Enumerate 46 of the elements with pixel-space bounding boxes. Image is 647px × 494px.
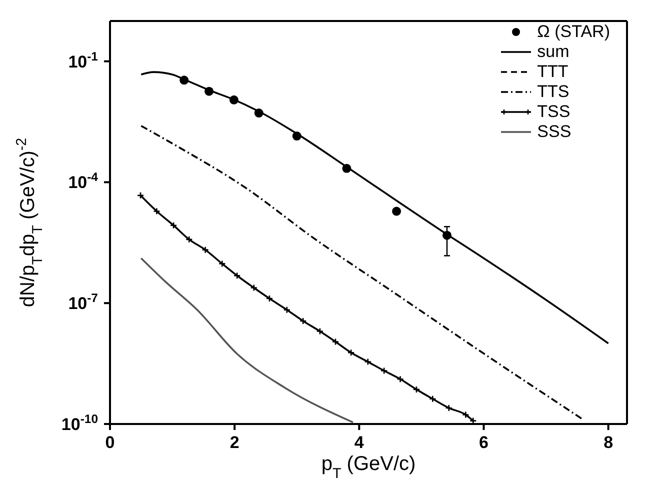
point — [170, 222, 178, 229]
point — [185, 236, 193, 244]
line-series — [140, 257, 354, 424]
point — [153, 208, 160, 215]
y-tick-label: 10$^{-1}$ — [68, 49, 98, 72]
point — [412, 386, 420, 394]
legend-label: sum — [537, 42, 570, 62]
point — [218, 260, 226, 268]
point — [342, 164, 352, 173]
point — [292, 132, 302, 141]
point — [233, 272, 241, 280]
x-tick-label: 2 — [230, 433, 240, 452]
point — [299, 317, 307, 325]
point — [202, 246, 209, 254]
x-tick-label: 6 — [479, 433, 488, 452]
y-tick-label: 10$^{-7}$ — [68, 291, 98, 314]
x-tick-label: 4 — [354, 433, 364, 452]
x-axis-title: p$_{T}$ (GeV/c) — [321, 453, 416, 482]
x-tick-label: 8 — [604, 433, 614, 452]
point — [364, 358, 372, 366]
point — [283, 306, 291, 314]
point — [445, 404, 453, 412]
legend-label: TSS — [537, 102, 570, 122]
legend-label: TTT — [537, 62, 568, 82]
legend-label: SSS — [537, 122, 572, 142]
point — [229, 95, 238, 104]
legend-label: TTS — [537, 82, 570, 102]
point — [316, 328, 324, 335]
point — [392, 206, 402, 216]
point — [204, 86, 214, 96]
point — [332, 338, 340, 346]
legend-label: Ω (STAR) — [537, 22, 610, 42]
point — [380, 367, 388, 374]
x-tick-label: 0 — [105, 433, 115, 452]
point — [429, 395, 436, 403]
point — [396, 375, 404, 383]
point — [347, 348, 355, 356]
point — [180, 76, 189, 85]
point — [442, 230, 452, 240]
point — [254, 108, 264, 118]
point — [462, 411, 470, 418]
y-tick-label: 10$^{-10}$ — [61, 412, 98, 434]
point — [250, 284, 258, 292]
line-series — [140, 124, 584, 420]
point — [266, 294, 274, 302]
y-tick-label: 10$^{-4}$ — [68, 170, 98, 192]
